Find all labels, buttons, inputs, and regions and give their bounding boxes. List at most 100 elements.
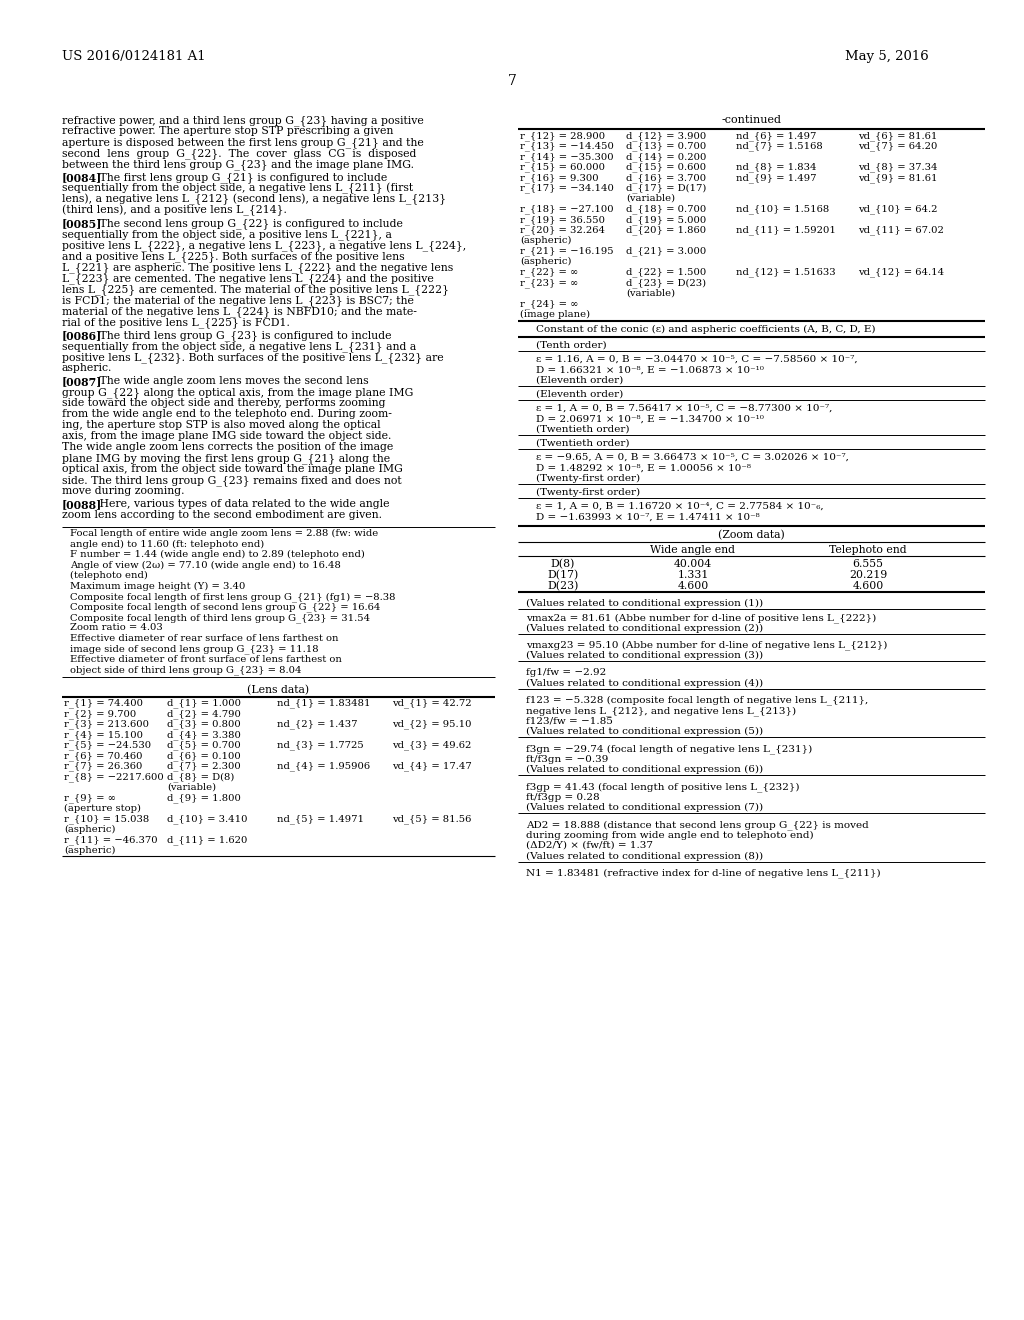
Text: vd_{6} = 81.61: vd_{6} = 81.61 (858, 131, 937, 141)
Text: nd_{9} = 1.497: nd_{9} = 1.497 (736, 173, 816, 182)
Text: (Values related to conditional expression (7)): (Values related to conditional expressio… (526, 803, 763, 812)
Text: nd_{12} = 1.51633: nd_{12} = 1.51633 (736, 268, 836, 277)
Text: aperture is disposed between the first lens group G_{21} and the: aperture is disposed between the first l… (62, 137, 424, 148)
Text: between the third lens group G_{23} and the image plane IMG.: between the third lens group G_{23} and … (62, 158, 414, 170)
Text: lens L_{225} are cemented. The material of the positive lens L_{222}: lens L_{225} are cemented. The material … (62, 284, 449, 294)
Text: Composite focal length of third lens group G_{23} = 31.54: Composite focal length of third lens gro… (70, 612, 370, 623)
Text: L_{223} are cemented. The negative lens L_{224} and the positive: L_{223} are cemented. The negative lens … (62, 273, 434, 284)
Text: D(8): D(8) (551, 558, 575, 569)
Text: nd_{2} = 1.437: nd_{2} = 1.437 (278, 719, 357, 729)
Text: vd_{3} = 49.62: vd_{3} = 49.62 (392, 741, 471, 750)
Text: (Twentieth order): (Twentieth order) (536, 425, 630, 434)
Text: d_{9} = 1.800: d_{9} = 1.800 (167, 793, 241, 803)
Text: Here, various types of data related to the wide angle: Here, various types of data related to t… (89, 499, 390, 510)
Text: r_{22} = ∞: r_{22} = ∞ (520, 268, 579, 277)
Text: (Values related to conditional expression (8)): (Values related to conditional expressio… (526, 851, 763, 861)
Text: (Twenty-first order): (Twenty-first order) (536, 488, 640, 498)
Text: is FCD1; the material of the negative lens L_{223} is BSC7; the: is FCD1; the material of the negative le… (62, 294, 414, 306)
Text: The wide angle zoom lens corrects the position of the image: The wide angle zoom lens corrects the po… (62, 442, 393, 451)
Text: nd_{11} = 1.59201: nd_{11} = 1.59201 (736, 226, 836, 235)
Text: d_{12} = 3.900: d_{12} = 3.900 (626, 131, 707, 141)
Text: from the wide angle end to the telephoto end. During zoom-: from the wide angle end to the telephoto… (62, 409, 392, 418)
Text: (Values related to conditional expression (3)): (Values related to conditional expressio… (526, 651, 763, 660)
Text: The second lens group G_{22} is configured to include: The second lens group G_{22} is configur… (89, 218, 403, 228)
Text: d_{3} = 0.800: d_{3} = 0.800 (167, 719, 241, 729)
Text: vmax2a = 81.61 (Abbe number for d-line of positive lens L_{222}): vmax2a = 81.61 (Abbe number for d-line o… (526, 612, 877, 623)
Text: r_{15} = 60.000: r_{15} = 60.000 (520, 162, 605, 172)
Text: r_{9} = ∞: r_{9} = ∞ (63, 793, 116, 803)
Text: r_{12} = 28.900: r_{12} = 28.900 (520, 131, 605, 141)
Text: (Values related to conditional expression (1)): (Values related to conditional expressio… (526, 599, 763, 609)
Text: r_{6} = 70.460: r_{6} = 70.460 (63, 751, 142, 760)
Text: r_{1} = 74.400: r_{1} = 74.400 (63, 698, 143, 709)
Text: (variable): (variable) (167, 783, 216, 792)
Text: (aspheric): (aspheric) (520, 236, 571, 246)
Text: r_{2} = 9.700: r_{2} = 9.700 (63, 709, 136, 718)
Text: 4.600: 4.600 (677, 581, 709, 591)
Text: L_{221} are aspheric. The positive lens L_{222} and the negative lens: L_{221} are aspheric. The positive lens … (62, 261, 454, 273)
Text: f123 = −5.328 (composite focal length of negative lens L_{211},: f123 = −5.328 (composite focal length of… (526, 696, 868, 705)
Text: side toward the object side and thereby, performs zooming: side toward the object side and thereby,… (62, 399, 385, 408)
Text: ε = 1, A = 0, B = 7.56417 × 10⁻⁵, C = −8.77300 × 10⁻⁷,: ε = 1, A = 0, B = 7.56417 × 10⁻⁵, C = −8… (536, 404, 833, 413)
Text: -continued: -continued (722, 115, 781, 125)
Text: rial of the positive lens L_{225} is FCD1.: rial of the positive lens L_{225} is FCD… (62, 317, 290, 327)
Text: nd_{3} = 1.7725: nd_{3} = 1.7725 (278, 741, 364, 750)
Text: positive lens L_{222}, a negative lens L_{223}, a negative lens L_{224},: positive lens L_{222}, a negative lens L… (62, 240, 466, 251)
Text: r_{8} = −2217.600: r_{8} = −2217.600 (63, 772, 164, 781)
Text: d_{16} = 3.700: d_{16} = 3.700 (626, 173, 707, 182)
Text: (Tenth order): (Tenth order) (536, 341, 606, 350)
Text: r_{24} = ∞: r_{24} = ∞ (520, 300, 579, 309)
Text: vd_{11} = 67.02: vd_{11} = 67.02 (858, 226, 944, 235)
Text: D(17): D(17) (548, 570, 579, 581)
Text: angle end) to 11.60 (ft: telephoto end): angle end) to 11.60 (ft: telephoto end) (70, 540, 264, 549)
Text: [0087]: [0087] (62, 376, 102, 387)
Text: nd_{8} = 1.834: nd_{8} = 1.834 (736, 162, 816, 172)
Text: d_{21} = 3.000: d_{21} = 3.000 (626, 247, 707, 256)
Text: (aperture stop): (aperture stop) (63, 804, 141, 813)
Text: vd_{10} = 64.2: vd_{10} = 64.2 (858, 205, 938, 214)
Text: d_{6} = 0.100: d_{6} = 0.100 (167, 751, 241, 760)
Text: Maximum image height (Y) = 3.40: Maximum image height (Y) = 3.40 (70, 582, 246, 590)
Text: fg1/fw = −2.92: fg1/fw = −2.92 (526, 668, 606, 677)
Text: vd_{12} = 64.14: vd_{12} = 64.14 (858, 268, 944, 277)
Text: ft/f3gn = −0.39: ft/f3gn = −0.39 (526, 755, 608, 763)
Text: (Values related to conditional expression (2)): (Values related to conditional expressio… (526, 623, 763, 632)
Text: r_{3} = 213.600: r_{3} = 213.600 (63, 719, 150, 729)
Text: vmaxg23 = 95.10 (Abbe number for d-line of negative lens L_{212}): vmaxg23 = 95.10 (Abbe number for d-line … (526, 640, 888, 651)
Text: D = −1.63993 × 10⁻⁷, E = 1.47411 × 10⁻⁸: D = −1.63993 × 10⁻⁷, E = 1.47411 × 10⁻⁸ (536, 512, 760, 521)
Text: 4.600: 4.600 (852, 581, 884, 591)
Text: sequentially from the object side, a negative lens L_{211} (first: sequentially from the object side, a neg… (62, 183, 413, 194)
Text: ε = 1.16, A = 0, B = −3.04470 × 10⁻⁵, C = −7.58560 × 10⁻⁷,: ε = 1.16, A = 0, B = −3.04470 × 10⁻⁵, C … (536, 355, 858, 364)
Text: D(23): D(23) (547, 581, 579, 591)
Text: [0084]: [0084] (62, 172, 102, 183)
Text: d_{2} = 4.790: d_{2} = 4.790 (167, 709, 241, 718)
Text: 40.004: 40.004 (674, 558, 712, 569)
Text: The first lens group G_{21} is configured to include: The first lens group G_{21} is configure… (89, 172, 387, 182)
Text: d_{5} = 0.700: d_{5} = 0.700 (167, 741, 241, 750)
Text: d_{14} = 0.200: d_{14} = 0.200 (626, 152, 707, 161)
Text: vd_{4} = 17.47: vd_{4} = 17.47 (392, 762, 472, 771)
Text: zoom lens according to the second embodiment are given.: zoom lens according to the second embodi… (62, 510, 382, 520)
Text: (aspheric): (aspheric) (63, 846, 116, 854)
Text: r_{17} = −34.140: r_{17} = −34.140 (520, 183, 613, 193)
Text: lens), a negative lens L_{212} (second lens), a negative lens L_{213}: lens), a negative lens L_{212} (second l… (62, 194, 446, 206)
Text: vd_{1} = 42.72: vd_{1} = 42.72 (392, 698, 472, 709)
Text: d_{19} = 5.000: d_{19} = 5.000 (626, 215, 707, 224)
Text: group G_{22} along the optical axis, from the image plane IMG: group G_{22} along the optical axis, fro… (62, 387, 414, 397)
Text: r_{5} = −24.530: r_{5} = −24.530 (63, 741, 152, 750)
Text: F number = 1.44 (wide angle end) to 2.89 (telephoto end): F number = 1.44 (wide angle end) to 2.89… (70, 550, 365, 560)
Text: nd_{7} = 1.5168: nd_{7} = 1.5168 (736, 141, 822, 152)
Text: vd_{2} = 95.10: vd_{2} = 95.10 (392, 719, 471, 729)
Text: r_{19} = 36.550: r_{19} = 36.550 (520, 215, 605, 224)
Text: (Values related to conditional expression (6)): (Values related to conditional expressio… (526, 766, 763, 774)
Text: Focal length of entire wide angle zoom lens = 2.88 (fw: wide: Focal length of entire wide angle zoom l… (70, 529, 378, 539)
Text: 6.555: 6.555 (853, 558, 884, 569)
Text: (Lens data): (Lens data) (248, 685, 309, 696)
Text: move during zooming.: move during zooming. (62, 486, 184, 496)
Text: d_{10} = 3.410: d_{10} = 3.410 (167, 814, 248, 824)
Text: (variable): (variable) (626, 289, 675, 297)
Text: (Eleventh order): (Eleventh order) (536, 376, 624, 385)
Text: (Values related to conditional expression (5)): (Values related to conditional expressio… (526, 727, 763, 737)
Text: nd_{5} = 1.4971: nd_{5} = 1.4971 (278, 814, 364, 824)
Text: sequentially from the object side, a positive lens L_{221}, a: sequentially from the object side, a pos… (62, 228, 392, 240)
